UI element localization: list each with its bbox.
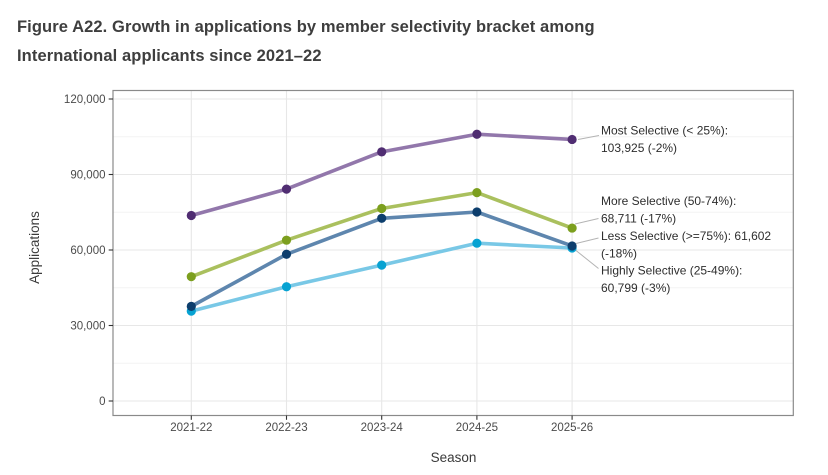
data-point-highly-selective-25-49 bbox=[281, 282, 292, 292]
data-point-less-selective-75 bbox=[472, 207, 482, 217]
y-axis-title: Applications bbox=[27, 211, 42, 284]
annotation-leader-highly-selective-25-49 bbox=[575, 250, 599, 269]
x-tick-label: 2024-25 bbox=[456, 422, 498, 434]
data-point-most-selective-25 bbox=[567, 134, 577, 145]
x-tick-label: 2025-26 bbox=[551, 422, 593, 434]
annotation-label-most-selective-25: Most Selective (< 25%): bbox=[601, 124, 728, 138]
annotation-label-less-selective-75: (-18%) bbox=[601, 246, 637, 260]
x-tick-label: 2023-24 bbox=[361, 422, 404, 434]
panel-border bbox=[112, 89, 794, 417]
annotation-label-highly-selective-25-49: 60,799 (-3%) bbox=[601, 281, 670, 295]
y-tick-label: 30,000 bbox=[70, 321, 105, 333]
figure-title-line-2: International applicants since 2021–22 bbox=[17, 46, 322, 65]
annotation-label-more-selective-50-74: More Selective (50-74%): bbox=[601, 194, 736, 208]
data-point-more-selective-50-74 bbox=[377, 203, 387, 214]
data-point-less-selective-75 bbox=[281, 249, 292, 259]
annotation-leader-more-selective-50-74 bbox=[574, 218, 599, 225]
data-point-most-selective-25 bbox=[281, 184, 292, 194]
annotation-leader-most-selective-25 bbox=[577, 135, 600, 140]
data-point-highly-selective-25-49 bbox=[472, 238, 482, 248]
figure-title: Figure A22. Growth in applications by me… bbox=[17, 13, 717, 70]
annotation-label-more-selective-50-74: 68,711 (-17%) bbox=[601, 211, 676, 225]
data-point-less-selective-75 bbox=[377, 213, 387, 223]
data-point-most-selective-25 bbox=[472, 129, 482, 139]
data-point-less-selective-75 bbox=[567, 241, 577, 251]
x-tick-label: 2022-23 bbox=[265, 422, 307, 434]
annotation-leader-less-selective-75 bbox=[575, 237, 599, 244]
figure-title-line-1: Figure A22. Growth in applications by me… bbox=[17, 18, 595, 36]
x-axis-title: Season bbox=[431, 450, 477, 465]
data-point-more-selective-50-74 bbox=[186, 272, 196, 282]
data-point-more-selective-50-74 bbox=[567, 223, 577, 233]
annotation-label-highly-selective-25-49: Highly Selective (25-49%): bbox=[601, 264, 742, 278]
y-tick-label: 0 bbox=[99, 396, 105, 408]
y-tick-label: 90,000 bbox=[70, 170, 105, 182]
annotation-label-less-selective-75: Less Selective (>=75%): 61,602 bbox=[601, 229, 771, 243]
data-point-most-selective-25 bbox=[377, 147, 387, 157]
data-point-highly-selective-25-49 bbox=[377, 260, 387, 270]
x-tick-label: 2021-22 bbox=[170, 422, 212, 434]
annotation-label-most-selective-25: 103,925 (-2%) bbox=[601, 141, 677, 155]
data-point-less-selective-75 bbox=[186, 301, 196, 311]
y-tick-label: 120,000 bbox=[64, 94, 106, 106]
y-tick-label: 60,000 bbox=[70, 245, 105, 257]
data-point-most-selective-25 bbox=[186, 210, 196, 221]
data-point-more-selective-50-74 bbox=[281, 235, 292, 245]
data-point-more-selective-50-74 bbox=[472, 188, 482, 198]
